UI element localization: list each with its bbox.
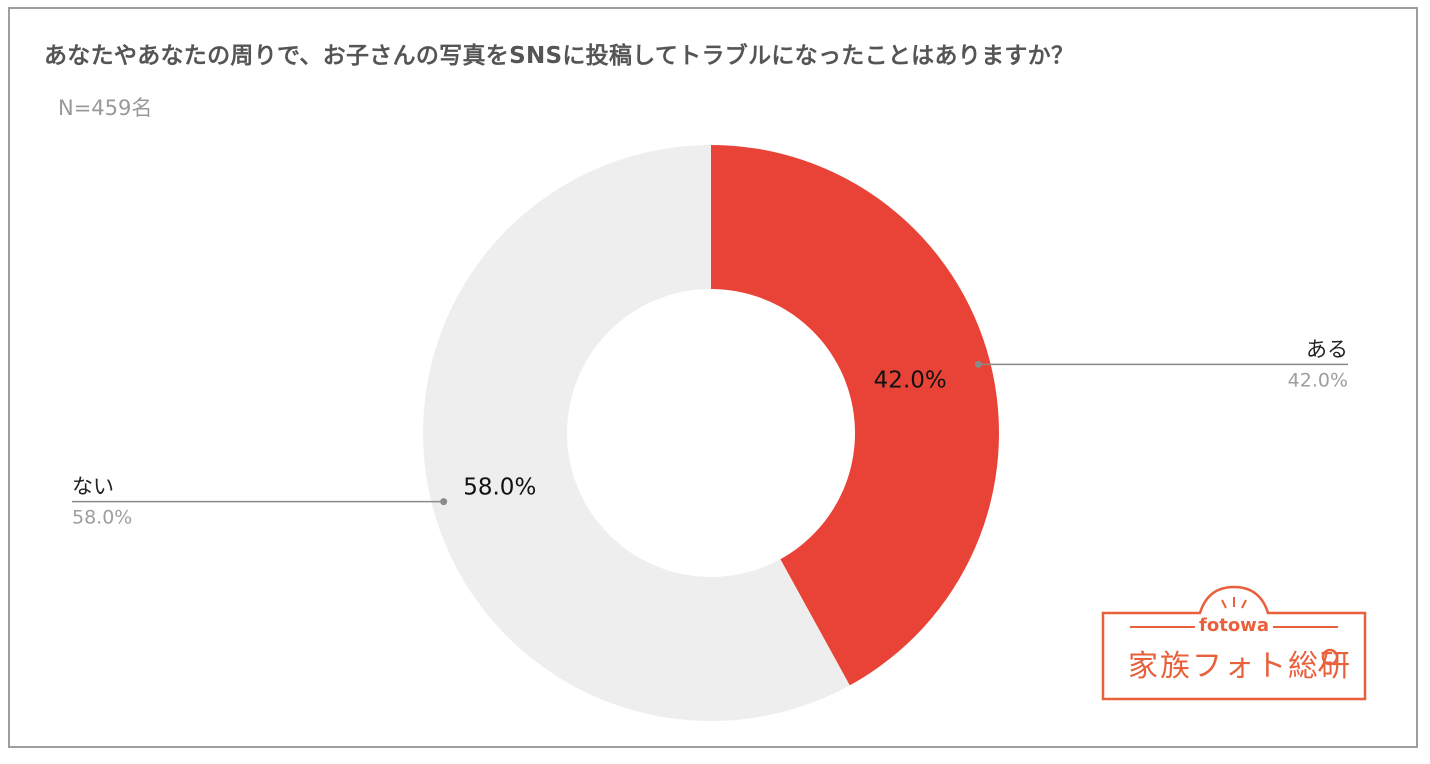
fotowa-logo: fotowa 家族フォト総研 (1100, 585, 1368, 703)
chart-title: あなたやあなたの周りで、お子さんの写真をSNSに投稿してトラブルになったことはあ… (44, 43, 1075, 69)
sample-size: N=459名 (58, 96, 153, 120)
logo-brand: fotowa (1199, 615, 1269, 636)
slice-1 (422, 145, 850, 722)
callout-label-0: ある (1306, 337, 1348, 361)
callout-label-1: ない (72, 475, 114, 499)
callout-value-1: 58.0% (72, 507, 132, 529)
logo-frame-icon (1101, 585, 1367, 701)
slice-0-percent: 42.0% (874, 367, 947, 393)
slice-1-percent: 58.0% (463, 475, 536, 501)
logo-name: 家族フォト総研 (1128, 649, 1352, 684)
callout-value-0: 42.0% (1288, 369, 1348, 391)
callout-dot-1 (440, 498, 448, 506)
callout-dot-0 (974, 360, 982, 368)
slice-0 (711, 145, 999, 686)
